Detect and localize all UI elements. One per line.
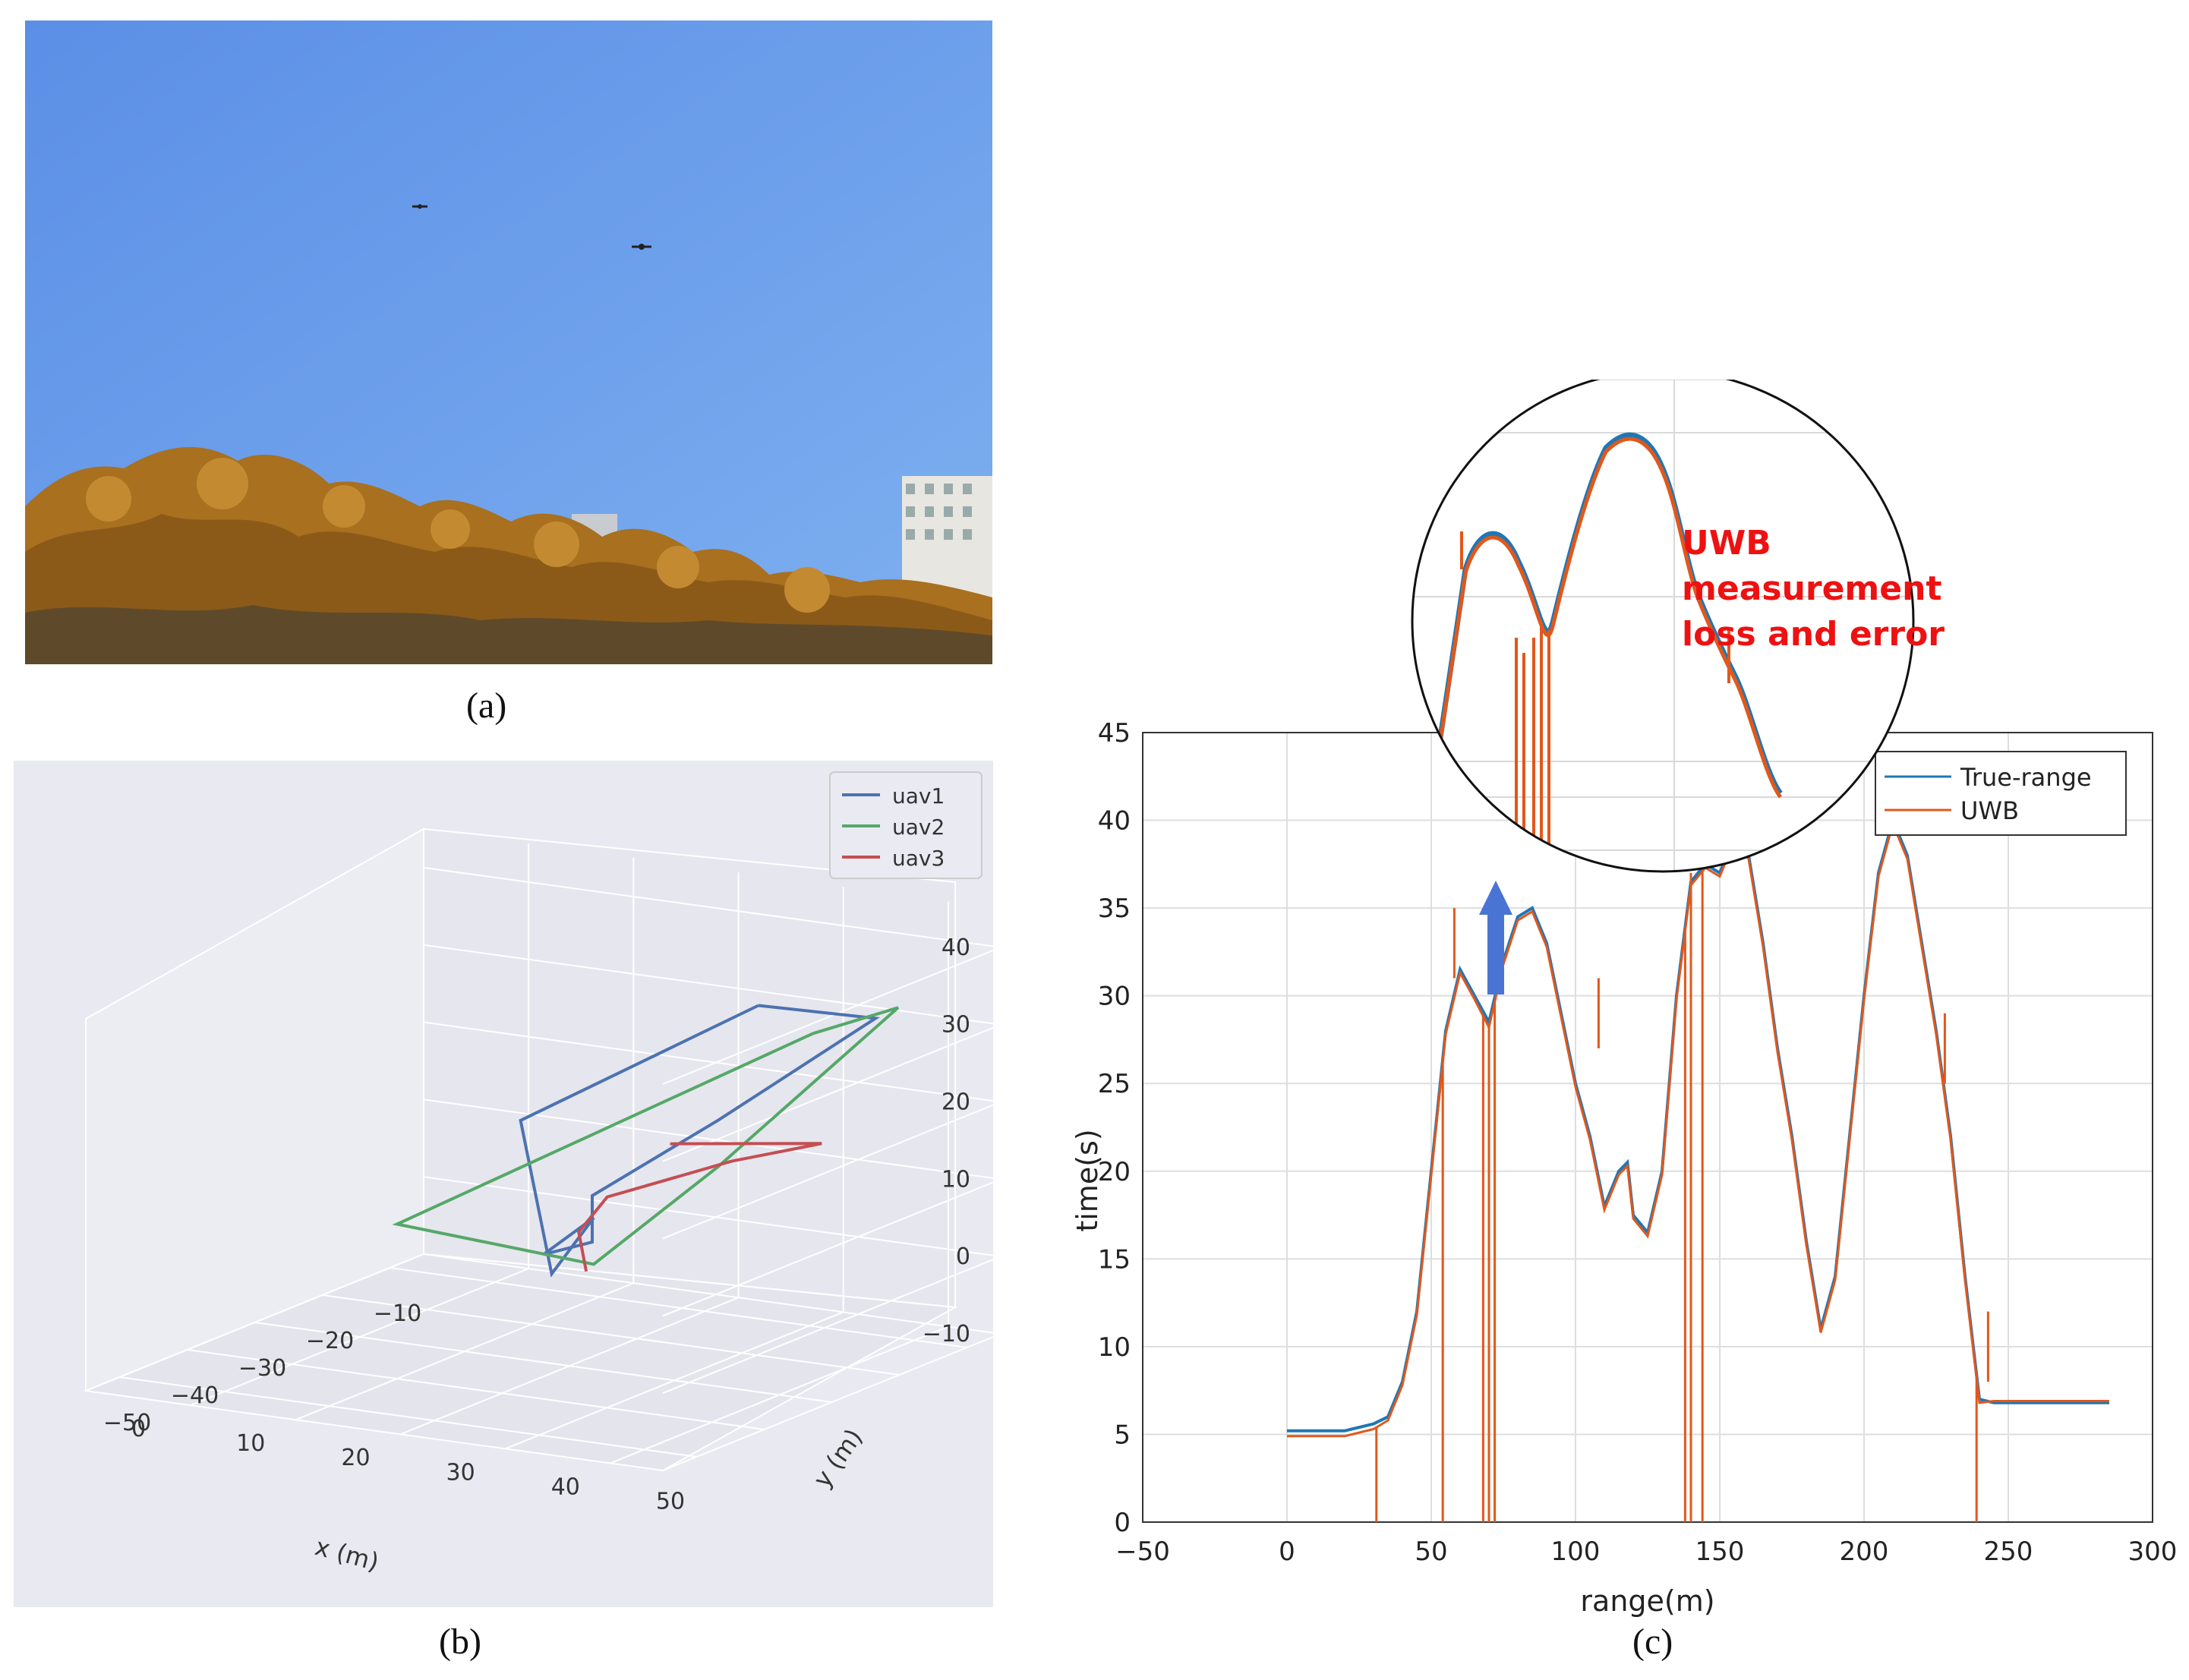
zoom-inset bbox=[1411, 380, 1915, 873]
svg-text:measurement: measurement bbox=[1682, 569, 1941, 608]
y-tick-label: 20 bbox=[1098, 1157, 1131, 1187]
drone-2 bbox=[632, 244, 651, 250]
trajectory-uav1 bbox=[519, 1004, 880, 1278]
drone-1 bbox=[412, 204, 427, 209]
y-tick-label: 35 bbox=[1098, 894, 1131, 924]
z-tick-label: −10 bbox=[923, 1321, 970, 1347]
y-tick-label: 0 bbox=[1114, 1508, 1131, 1538]
back-pane bbox=[423, 827, 956, 1309]
tick-labels: −50 −40 −30 −20 −10 0 10 20 30 40 50 40 30 20 10 0 −10 bbox=[103, 935, 970, 1515]
z-tick-label: 0 bbox=[956, 1243, 970, 1270]
y-tick-label: 30 bbox=[1098, 982, 1131, 1012]
x-tick-label: 200 bbox=[1840, 1537, 1889, 1567]
y-tick-label: 5 bbox=[1114, 1420, 1131, 1450]
x-tick-label: 150 bbox=[1695, 1537, 1745, 1567]
z-tick-label: 40 bbox=[942, 935, 970, 961]
svg-text:UWB: UWB bbox=[1682, 524, 1771, 563]
photo-panel bbox=[25, 20, 992, 664]
z-tick-label: 30 bbox=[942, 1012, 970, 1039]
x-tick-label: 50 bbox=[1415, 1537, 1447, 1567]
x-axis-label: range(m) bbox=[1580, 1584, 1714, 1618]
trees bbox=[25, 446, 992, 664]
svg-text:True-range: True-range bbox=[1960, 763, 2092, 792]
panel-label-c: (c) bbox=[1632, 1622, 1673, 1662]
y-axis-label: time(s) bbox=[1071, 1129, 1104, 1231]
z-tick-label: 10 bbox=[942, 1166, 970, 1193]
x-tick-label: −40 bbox=[171, 1382, 219, 1409]
legend-item-uav3: uav3 bbox=[842, 846, 945, 871]
x-tick-label: 0 bbox=[1279, 1537, 1295, 1567]
x-tick-label: 250 bbox=[1984, 1537, 2033, 1567]
panel-label-a: (a) bbox=[466, 686, 507, 726]
y-tick-label: 40 bbox=[551, 1474, 580, 1500]
x-tick-label: −10 bbox=[374, 1300, 421, 1327]
series-lines bbox=[1287, 815, 2109, 1522]
x-tick-label: −20 bbox=[306, 1328, 354, 1354]
trajectory-uav3 bbox=[577, 1142, 822, 1272]
y-tick-label: 30 bbox=[446, 1459, 475, 1486]
svg-text:uav1: uav1 bbox=[892, 783, 945, 808]
y-tick-label: 50 bbox=[656, 1488, 685, 1515]
range-time-chart: −50 0 50 100 150 200 250 300051015202530354045 … bbox=[1071, 380, 2178, 1618]
svg-text:uav3: uav3 bbox=[892, 846, 945, 871]
x-tick-label: 300 bbox=[2128, 1537, 2178, 1567]
x-tick-label: −50 bbox=[1115, 1537, 1170, 1567]
panel-label-b: (b) bbox=[439, 1622, 481, 1662]
y-tick-label: 10 bbox=[236, 1430, 265, 1457]
zoom-arrow bbox=[1479, 881, 1512, 994]
y-tick-label: 20 bbox=[341, 1445, 370, 1471]
y-tick-label: 40 bbox=[1098, 806, 1131, 837]
svg-text:UWB: UWB bbox=[1960, 796, 2019, 825]
legend: uav1 uav2 uav3 bbox=[829, 771, 983, 879]
z-tick-label: 20 bbox=[942, 1089, 970, 1116]
y-tick-label: 0 bbox=[131, 1416, 146, 1442]
svg-text:uav2: uav2 bbox=[892, 815, 945, 840]
annotation-text: UWB measurement loss and error bbox=[1682, 524, 1945, 654]
y-tick-label: 10 bbox=[1098, 1332, 1131, 1363]
legend-item-true-range: True-range bbox=[1885, 763, 2092, 792]
x-tick-label: −50 bbox=[103, 1410, 151, 1436]
trajectory-uav2 bbox=[392, 1006, 900, 1266]
grid-lines bbox=[85, 829, 993, 1471]
legend-item-uav2: uav2 bbox=[842, 815, 945, 840]
inset-uwb-line bbox=[1418, 437, 1783, 870]
y-tick-label: 25 bbox=[1098, 1069, 1131, 1099]
trajectory-lines bbox=[392, 1004, 900, 1278]
x-tick-label: 100 bbox=[1551, 1537, 1601, 1567]
legend-item-uav1: uav1 bbox=[842, 783, 945, 808]
legend-item-uwb: UWB bbox=[1885, 796, 2019, 825]
svg-text:loss and error: loss and error bbox=[1682, 615, 1945, 654]
y-tick-label: 15 bbox=[1098, 1244, 1131, 1275]
legend: True-range UWB bbox=[1875, 751, 2127, 836]
x-tick-label: −30 bbox=[238, 1355, 286, 1382]
y-tick-label: 45 bbox=[1098, 718, 1131, 749]
